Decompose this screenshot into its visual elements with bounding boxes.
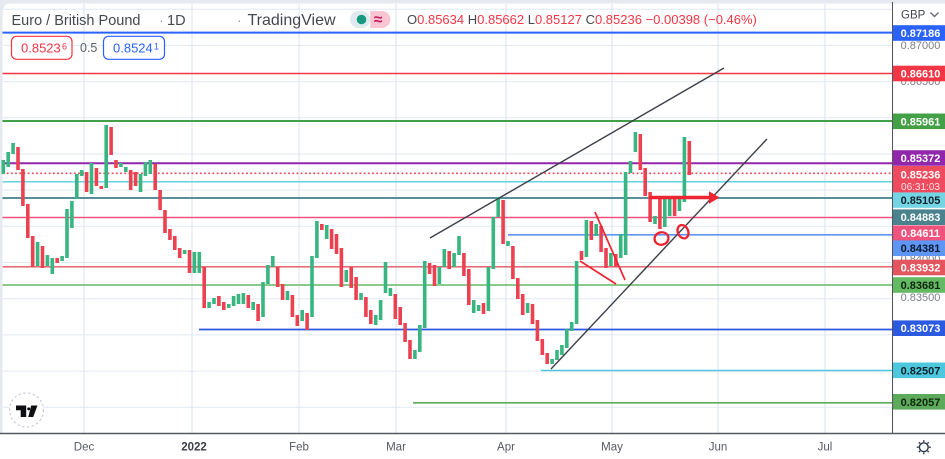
svg-text:0.87186: 0.87186 [901, 28, 941, 40]
svg-text:0.84883: 0.84883 [901, 212, 941, 224]
svg-text:Euro / British Pound: Euro / British Pound [12, 13, 141, 29]
svg-text:0.84381: 0.84381 [901, 243, 941, 255]
svg-text:0.8524: 0.8524 [113, 41, 153, 56]
svg-text:0.5: 0.5 [80, 41, 97, 55]
svg-text:Feb: Feb [289, 442, 309, 454]
svg-text:0.82057: 0.82057 [901, 397, 941, 409]
svg-text:GBP: GBP [901, 10, 926, 22]
svg-text:1D: 1D [167, 13, 186, 29]
svg-text:O0.85634 H0.85662 L0.85127 C0.: O0.85634 H0.85662 L0.85127 C0.85236 −0.0… [407, 12, 757, 27]
svg-text:Mar: Mar [386, 442, 406, 454]
svg-text:06:31:03: 06:31:03 [901, 182, 940, 193]
svg-text:·: · [159, 12, 164, 28]
svg-text:0.86610: 0.86610 [901, 69, 941, 81]
svg-text:0.85961: 0.85961 [901, 116, 941, 128]
svg-text:0.83681: 0.83681 [901, 280, 941, 292]
svg-text:0.85105: 0.85105 [901, 195, 941, 207]
svg-text:2022: 2022 [181, 442, 207, 454]
svg-text:0.8523: 0.8523 [21, 41, 61, 56]
svg-text:May: May [601, 442, 623, 454]
svg-text:1: 1 [154, 42, 159, 52]
svg-text:0.85372: 0.85372 [901, 153, 941, 165]
svg-text:Apr: Apr [497, 442, 515, 454]
svg-text:Dec: Dec [74, 442, 95, 454]
svg-text:0.82507: 0.82507 [901, 365, 941, 377]
svg-text:0.83073: 0.83073 [901, 323, 941, 335]
svg-text:Jun: Jun [709, 442, 728, 454]
svg-text:TradingView: TradingView [248, 12, 336, 29]
svg-text:6: 6 [62, 42, 67, 52]
svg-text:0.83500: 0.83500 [901, 292, 941, 304]
svg-text:·: · [237, 12, 242, 28]
svg-text:0.87000: 0.87000 [901, 40, 941, 52]
svg-text:0.84611: 0.84611 [901, 228, 940, 240]
svg-text:0.83932: 0.83932 [901, 263, 941, 275]
svg-text:≈: ≈ [374, 11, 383, 28]
svg-text:0.85236: 0.85236 [901, 170, 941, 182]
svg-text:Jul: Jul [818, 442, 833, 454]
